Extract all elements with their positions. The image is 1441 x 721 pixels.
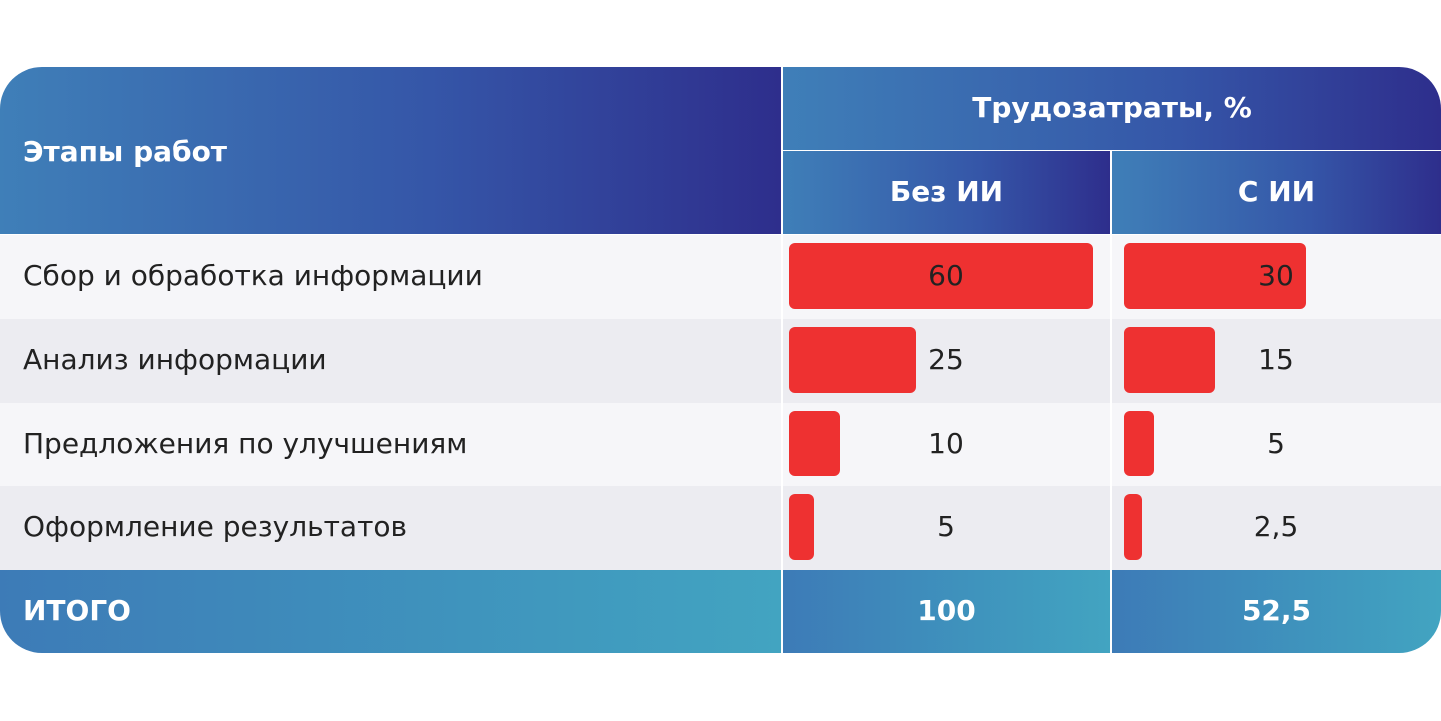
without-ai-value: 5 xyxy=(937,510,955,544)
stages-header-cell: Этапы работ xyxy=(0,67,781,234)
labor-table: Этапы работ Трудозатраты, % Без ИИ С ИИ … xyxy=(0,67,1441,653)
table-row: Предложения по улучшениям xyxy=(0,402,781,487)
table-row: Анализ информации xyxy=(0,318,781,403)
with-ai-value: 30 xyxy=(1258,259,1294,292)
total-with-ai-cell: 52,5 xyxy=(1112,570,1441,653)
with-ai-bar xyxy=(1124,410,1155,477)
table-row: Сбор и обработка информации xyxy=(0,235,781,319)
total-with-ai-value: 52,5 xyxy=(1241,594,1312,627)
total-without-ai-value: 100 xyxy=(917,594,976,627)
without-ai-cell xyxy=(783,486,1110,570)
with-ai-bar xyxy=(1124,326,1215,393)
row-label: Предложения по улучшениям xyxy=(23,426,468,460)
with-ai-header-cell: С ИИ xyxy=(1112,151,1441,234)
with-ai-cell xyxy=(1112,402,1441,487)
with-ai-value: 5 xyxy=(1267,426,1285,460)
total-label: ИТОГО xyxy=(23,594,131,627)
without-ai-bar xyxy=(789,326,916,393)
row-label: Анализ информации xyxy=(23,342,327,376)
without-ai-value: 25 xyxy=(928,342,964,376)
without-ai-header-label: Без ИИ xyxy=(889,175,1004,208)
stages-header-label: Этапы работ xyxy=(23,135,228,168)
with-ai-bar xyxy=(1124,243,1306,309)
without-ai-bar xyxy=(789,243,1093,309)
labor-header-cell: Трудозатраты, % xyxy=(783,67,1441,150)
with-ai-bar xyxy=(1124,494,1142,560)
row-label: Оформление результатов xyxy=(23,510,408,544)
without-ai-value: 10 xyxy=(928,426,964,460)
labor-header-label: Трудозатраты, % xyxy=(972,91,1252,124)
without-ai-header-cell: Без ИИ xyxy=(783,151,1110,234)
without-ai-value: 60 xyxy=(928,259,964,292)
total-label-cell: ИТОГО xyxy=(0,570,781,653)
with-ai-value: 15 xyxy=(1258,342,1294,376)
table-row: Оформление результатов xyxy=(0,486,781,570)
total-without-ai-cell: 100 xyxy=(783,570,1110,653)
without-ai-bar xyxy=(789,494,815,560)
with-ai-header-label: С ИИ xyxy=(1237,175,1316,208)
row-label: Сбор и обработка информации xyxy=(23,259,483,292)
with-ai-value: 2,5 xyxy=(1253,510,1299,544)
without-ai-bar xyxy=(789,410,840,477)
with-ai-cell xyxy=(1112,486,1441,570)
